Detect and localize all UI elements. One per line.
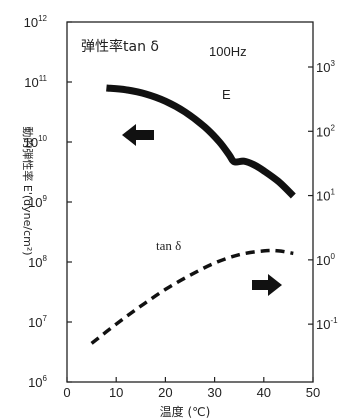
plot-frame xyxy=(66,21,314,383)
E-series-label: E xyxy=(222,87,231,102)
x-tick-label: 10 xyxy=(109,385,123,400)
left-tick-label: 1010 xyxy=(24,134,48,150)
right-axis-ticks: 10-1 100 101 102 103 xyxy=(308,59,338,332)
x-tick-label: 40 xyxy=(257,385,271,400)
x-axis-label: 温度 (℃) xyxy=(160,404,211,418)
x-axis-ticks: 0 10 20 30 40 50 xyxy=(63,377,320,400)
x-tick-label: 0 xyxy=(63,385,70,400)
left-tick-label: 109 xyxy=(28,194,47,210)
series-layer xyxy=(90,84,296,345)
tan-delta-series-label: tan δ xyxy=(156,238,181,253)
left-tick-label: 1012 xyxy=(24,14,48,30)
right-tick-label: 100 xyxy=(316,252,335,268)
left-tick-label: 108 xyxy=(28,254,47,270)
right-tick-label: 10-1 xyxy=(316,316,338,332)
right-tick-label: 102 xyxy=(316,123,335,139)
E-series-line xyxy=(106,84,296,199)
right-tick-label: 101 xyxy=(316,188,335,204)
left-axis-ticks: 106 107 108 109 1010 1011 1012 xyxy=(24,14,72,390)
x-tick-label: 30 xyxy=(207,385,221,400)
left-tick-label: 106 xyxy=(28,374,47,390)
right-tick-label: 103 xyxy=(316,59,335,75)
tan-delta-series-line xyxy=(90,248,294,345)
x-tick-label: 50 xyxy=(306,385,320,400)
left-tick-label: 1011 xyxy=(24,74,47,90)
right-arrow-icon xyxy=(252,274,282,296)
arrow-layer xyxy=(122,124,282,296)
y-axis-label-left: 動的弾性率 E'(dyne/cm²) xyxy=(21,126,35,255)
left-tick-label: 107 xyxy=(28,314,47,330)
panel-title: 弹性率tan δ xyxy=(81,38,159,55)
x-tick-label: 20 xyxy=(158,385,172,400)
frequency-label: 100Hz xyxy=(209,44,247,59)
left-arrow-icon xyxy=(122,124,154,146)
